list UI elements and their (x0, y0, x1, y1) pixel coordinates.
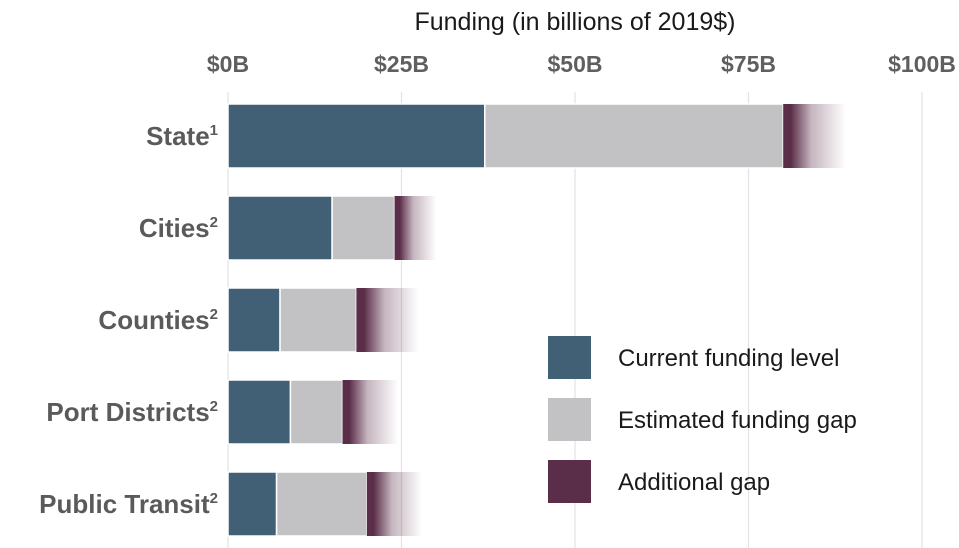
bar-segment (227, 379, 292, 445)
category-label: Cities2 (139, 213, 218, 243)
bars (227, 103, 846, 537)
bar-segment (289, 379, 344, 445)
x-tick-label: $100B (888, 51, 956, 77)
category-name: State (146, 121, 210, 151)
bar-segment (279, 287, 358, 353)
legend-swatch (548, 398, 591, 441)
category-superscript: 2 (210, 398, 218, 415)
category-name: Cities (139, 213, 210, 243)
bar-segment (356, 288, 419, 352)
x-axis-ticks: $0B $25B $50B $75B $100B (207, 51, 956, 77)
bar-segment (342, 380, 399, 444)
bar-segment (366, 472, 423, 536)
legend: Current funding level Estimated funding g… (548, 336, 857, 503)
bar-segment (227, 471, 278, 537)
legend-swatch (548, 460, 591, 503)
category-label: Port Districts2 (46, 397, 218, 427)
category-label: Counties2 (98, 305, 218, 335)
legend-swatch (548, 336, 591, 379)
category-superscript: 2 (210, 214, 218, 231)
category-name: Counties (98, 305, 209, 335)
category-label: Public Transit2 (39, 489, 218, 519)
bar-segment (275, 471, 368, 537)
category-name: Port Districts (46, 397, 209, 427)
category-superscript: 2 (210, 490, 218, 507)
x-tick-label: $50B (548, 51, 603, 77)
bar-segment (227, 103, 486, 169)
x-tick-label: $0B (207, 51, 249, 77)
bar-segment (227, 195, 333, 261)
bar-segment (394, 196, 437, 260)
x-tick-label: $25B (374, 51, 429, 77)
x-axis-title: Funding (in billions of 2019$) (414, 8, 735, 36)
category-name: Public Transit (39, 489, 210, 519)
bar-segment (331, 195, 396, 261)
category-label: State1 (146, 121, 218, 151)
bar-segment (783, 104, 846, 168)
bar-segment (484, 103, 784, 169)
category-superscript: 2 (210, 306, 218, 323)
category-superscript: 1 (210, 122, 218, 139)
bar-segment (227, 287, 281, 353)
legend-label: Estimated funding gap (618, 407, 857, 434)
legend-label: Current funding level (618, 345, 839, 372)
x-tick-label: $75B (721, 51, 776, 77)
legend-label: Additional gap (618, 469, 770, 496)
